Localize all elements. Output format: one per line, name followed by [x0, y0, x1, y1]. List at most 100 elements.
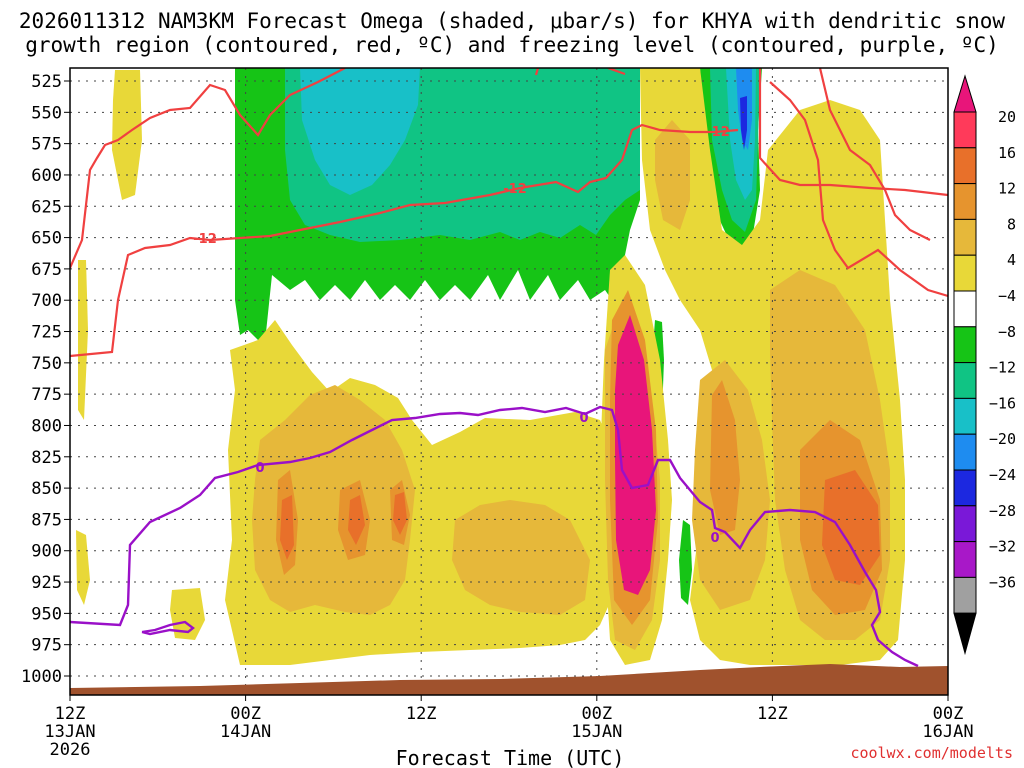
omega-region-34: [615, 315, 656, 595]
colorbar-label-3: 8: [1007, 215, 1016, 233]
freezing-contour-1: [141, 620, 195, 636]
omega-region-2: [300, 68, 420, 195]
colorbar-label-11: −28: [989, 502, 1016, 520]
x-tick-label: 00Z: [933, 704, 964, 724]
y-tick-label: 1000: [21, 667, 62, 687]
colorbar-label-4: 4: [1007, 251, 1016, 269]
x-tick-label: 12Z: [406, 704, 437, 724]
y-tick-label: 975: [31, 636, 62, 656]
y-tick-label: 575: [31, 135, 62, 155]
terrain-fill: [70, 664, 948, 695]
colorbar-label-10: −24: [989, 466, 1016, 484]
dgz-contour-6: [769, 81, 948, 298]
y-tick-label: 925: [31, 573, 62, 593]
dgz-contour-1: [70, 123, 739, 358]
omega-region-31: [348, 495, 365, 545]
colorbar: 20 16 12 8 4 −4 −8 −12 −16 −20 −24 −28 −32 −36: [953, 74, 1016, 656]
omega-region-9: [679, 520, 692, 605]
dgz-contour-5: [818, 68, 931, 241]
omega-region-33: [822, 470, 880, 585]
colorbar-segment-10: [953, 469, 977, 507]
x-tick-label: 2026: [50, 740, 91, 760]
colorbar-segment-8: [953, 397, 977, 435]
colorbar-segment-4: [953, 254, 977, 292]
y-tick-label: 700: [31, 291, 62, 311]
omega-region-12: [78, 260, 88, 420]
colorbar-bottom-triangle: [953, 612, 977, 656]
plot-frame: [69, 67, 949, 696]
x-tick-label: 12Z: [757, 704, 788, 724]
colorbar-segment-12: [953, 541, 977, 578]
omega-shading: [76, 68, 905, 665]
colorbar-label-2: 12: [998, 180, 1016, 198]
y-tick-label: 825: [31, 448, 62, 468]
dgz-contour-label-0: -12: [193, 232, 217, 247]
colorbar-segment-3: [953, 218, 977, 256]
dgz-contour-label-1: -12: [503, 182, 527, 197]
colorbar-label-7: −12: [989, 359, 1016, 377]
omega-region-28: [710, 380, 740, 535]
colorbar-label-0: 20: [998, 108, 1016, 126]
chart-title-line-2: growth region (contoured, red, ºC) and f…: [25, 33, 999, 57]
y-tick-label: 725: [31, 323, 62, 343]
colorbar-segment-6: [953, 326, 977, 364]
y-tick-label: 600: [31, 166, 62, 186]
chart-title-line-1: 2026011312 NAM3KM Forecast Omega (shaded…: [19, 9, 1006, 33]
omega-region-13: [76, 530, 90, 605]
colorbar-segment-2: [953, 183, 977, 220]
omega-region-14: [170, 588, 205, 640]
y-tick-label: 650: [31, 229, 62, 249]
colorbar-segment-13: [953, 576, 977, 614]
x-axis-label: Forecast Time (UTC): [396, 746, 625, 768]
freezing-contour-label-2: 0: [710, 531, 719, 546]
y-tick-label: 675: [31, 260, 62, 280]
x-tick-label: 00Z: [230, 704, 261, 724]
x-tick-label: 12Z: [55, 704, 86, 724]
colorbar-label-6: −8: [998, 323, 1016, 341]
colorbar-segment-5: [953, 290, 977, 328]
y-axis-ticks: 525 550 575 600 625 650 675 700 725 750 775 800 825 8…: [21, 72, 70, 687]
colorbar-label-5: −4: [998, 287, 1016, 305]
y-tick-label: 775: [31, 385, 62, 405]
dgz-contour-label-2: -12: [706, 125, 730, 140]
y-tick-label: 800: [31, 416, 62, 436]
terrain: [70, 664, 948, 695]
omega-region-7: [740, 96, 747, 150]
x-tick-label: 13JAN: [44, 722, 95, 742]
y-tick-label: 625: [31, 197, 62, 217]
dgz-contour-0: [70, 68, 346, 269]
omega-region-22: [655, 120, 690, 230]
colorbar-segment-11: [953, 505, 977, 543]
x-tick-label: 16JAN: [922, 722, 973, 742]
omega-region-30: [280, 495, 294, 560]
colorbar-segment-7: [953, 362, 977, 399]
dgz-contour-2: [534, 68, 540, 76]
omega-region-32: [393, 492, 407, 535]
credit-text: coolwx.com/modelts: [850, 744, 1013, 762]
dgz-contour-4: [758, 68, 948, 197]
colorbar-segment-9: [953, 433, 977, 471]
freezing-contour-0: [70, 405, 919, 668]
colorbar-label-8: −16: [989, 394, 1016, 412]
colorbar-label-12: −32: [989, 538, 1016, 556]
colorbar-segment-0: [953, 111, 977, 149]
freezing-contour-label-0: 0: [255, 461, 264, 476]
y-tick-label: 950: [31, 604, 62, 624]
y-tick-label: 550: [31, 103, 62, 123]
y-tick-label: 750: [31, 354, 62, 374]
colorbar-label-9: −20: [989, 430, 1016, 448]
x-tick-label: 14JAN: [220, 722, 271, 742]
y-tick-label: 525: [31, 72, 62, 92]
omega-region-11: [112, 70, 142, 200]
colorbar-top-triangle: [953, 74, 977, 113]
omega-region-19: [452, 500, 590, 615]
freezing-contour-label-1: 0: [579, 411, 588, 426]
colorbar-label-13: −36: [989, 573, 1016, 591]
colorbar-segment-1: [953, 147, 977, 185]
y-tick-label: 900: [31, 542, 62, 562]
colorbar-label-1: 16: [998, 144, 1016, 162]
y-tick-label: 875: [31, 510, 62, 530]
y-tick-label: 850: [31, 479, 62, 499]
